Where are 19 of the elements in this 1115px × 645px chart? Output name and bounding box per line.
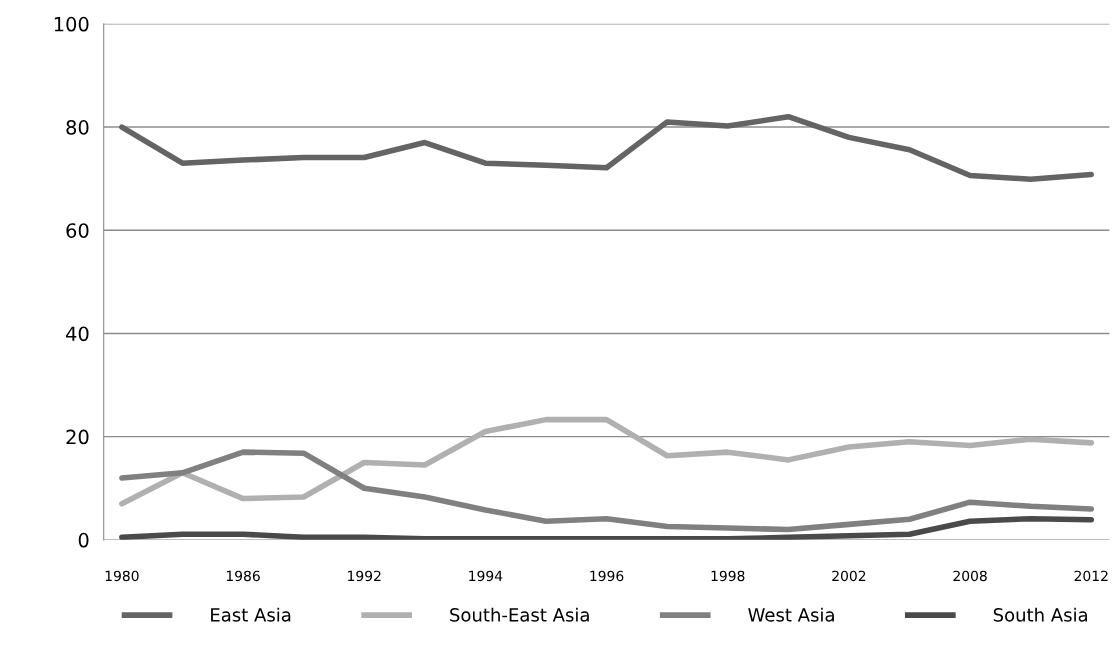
y-tick-label: 0 bbox=[78, 532, 89, 548]
x-tick-label: 2012 bbox=[1074, 570, 1108, 582]
legend-label: South Asia bbox=[993, 607, 1088, 622]
x-tick-label: 1998 bbox=[711, 570, 745, 582]
x-tick-label: 1996 bbox=[590, 570, 624, 582]
x-tick-label: 2002 bbox=[832, 570, 866, 582]
legend-label: East Asia bbox=[211, 607, 291, 622]
x-tick-label: 1980 bbox=[105, 570, 139, 582]
legend-label: South-East Asia bbox=[450, 607, 589, 622]
x-tick-label: 1994 bbox=[469, 570, 503, 582]
y-tick-label: 40 bbox=[66, 326, 89, 342]
x-tick-label: 2008 bbox=[953, 570, 987, 582]
y-tick-label: 100 bbox=[54, 16, 89, 32]
y-tick-label: 80 bbox=[66, 120, 89, 135]
y-tick-label: 60 bbox=[66, 223, 89, 238]
y-tick-label: 20 bbox=[66, 429, 89, 445]
x-tick-label: 1992 bbox=[348, 570, 381, 582]
x-tick-label: 1986 bbox=[226, 570, 260, 582]
legend-label: West Asia bbox=[748, 607, 834, 622]
